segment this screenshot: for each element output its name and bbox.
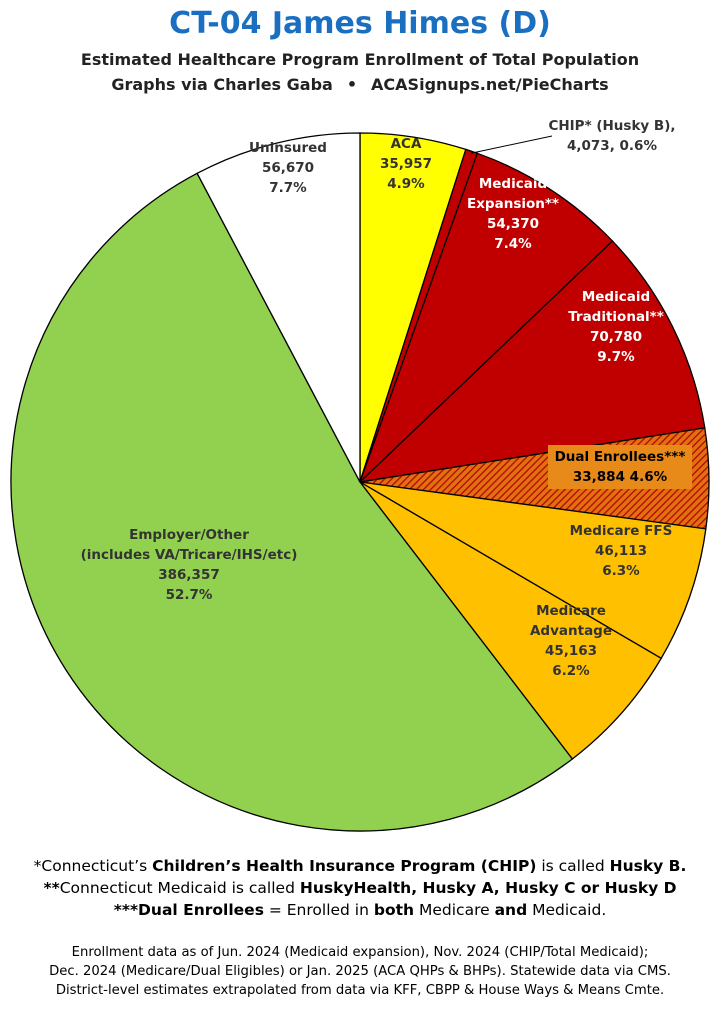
source-line-2: Dec. 2024 (Medicare/Dual Eligibles) or J… <box>49 964 671 979</box>
footnote-dual: ***Dual Enrollees = Enrolled in both Med… <box>113 901 607 919</box>
slice-label-medicare-ffs: Medicare FFS 46,113 6.3% <box>570 523 673 579</box>
chart-title: CT-04 James Himes (D) <box>169 6 551 41</box>
footnote-medicaid: **Connecticut Medicaid is called HuskyHe… <box>43 879 677 897</box>
slice-label-medicare-advantage: Medicare Advantage 45,163 6.2% <box>530 603 612 679</box>
footnotes: *Connecticut’s Children’s Health Insuran… <box>0 855 720 921</box>
pie-slice-medicare-advantage <box>359 481 663 760</box>
slice-label-employer-other-includes-va-tricare-ihs-etc: Employer/Other (includes VA/Tricare/IHS/e… <box>81 527 298 603</box>
slice-label-aca: ACA 35,957 4.9% <box>380 136 432 192</box>
slice-label-dual-enrollees: Dual Enrollees*** 33,884 4.6% <box>555 449 686 485</box>
credit-url: ACASignups.net/PieCharts <box>371 75 609 94</box>
chip-callout-line <box>470 135 553 154</box>
source-line-3: District-level estimates extrapolated fr… <box>55 983 665 998</box>
source-line-1: Enrollment data as of Jun. 2024 (Medicai… <box>71 945 649 960</box>
dual-enrollees-label-background <box>548 445 692 489</box>
pie-chart: ACA 35,957 4.9% CHIP* (Husky B), 4,073, 0.6%… <box>10 118 710 832</box>
pie-slice-medicaid-expansion <box>359 152 614 483</box>
pie-slice-employer-other-includes-va-tricare-ihs-etc <box>10 172 574 832</box>
footnote-chip: *Connecticut’s Children’s Health Insuran… <box>33 857 687 875</box>
slice-label-chip-husky-b: CHIP* (Husky B), 4,073, 0.6% <box>548 118 675 154</box>
pie-slice-medicaid-traditional <box>358 240 706 483</box>
credit-bullet: • <box>346 75 358 94</box>
slice-label-medicaid-traditional: Medicaid Traditional** 70,780 9.7% <box>568 289 664 365</box>
slice-label-uninsured: Uninsured 56,670 7.7% <box>249 140 327 196</box>
slice-label-medicaid-expansion: Medicaid Expansion** 54,370 7.4% <box>467 176 559 252</box>
chart-credit: Graphs via Charles Gaba • ACASignups.net/P… <box>0 75 720 94</box>
chart-subtitle: Estimated Healthcare Program Enrollment … <box>80 50 640 69</box>
pie-slice-uninsured <box>196 132 361 483</box>
credit-author: Graphs via Charles Gaba <box>111 75 333 94</box>
source-notes: Enrollment data as of Jun. 2024 (Medicai… <box>0 943 720 1000</box>
pie-slice-medicare-ffs <box>359 481 707 660</box>
